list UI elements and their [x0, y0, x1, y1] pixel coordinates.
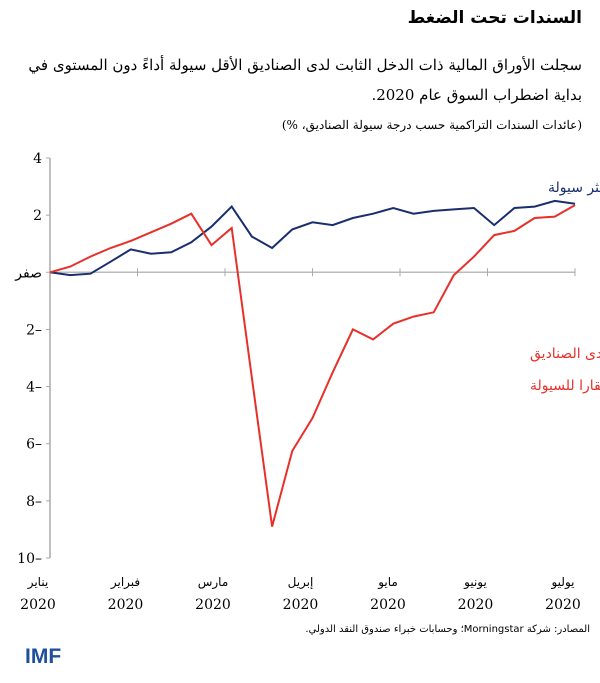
x-tick-year: 2020: [545, 597, 581, 613]
chart-subtitle: سجلت الأوراق المالية ذات الدخل الثابت لد…: [28, 56, 582, 104]
x-tick-year: 2020: [370, 597, 406, 613]
chart-title: السندات تحت الضغط: [407, 8, 582, 28]
series-label-least-liquid: الأكثر افتقارا للسيولة: [530, 376, 600, 394]
line-chart: 4 2 صفر 2– 4– 6– 8– 10– يناير 2020 فبراير 2020 مارس 2…: [14, 151, 600, 613]
series-line-least-liquid: [49, 204, 576, 527]
y-tick-label: 2–: [26, 322, 42, 338]
x-tick-year: 2020: [283, 597, 319, 613]
unit-label: (عائدات السندات التراكمية حسب درجة سيولة…: [281, 118, 582, 132]
y-tick-label: 2: [33, 208, 42, 224]
series-label-most-liquid: عائدات السندات لدى الصناديق الأكثر سيولة: [548, 178, 600, 196]
y-tick-label: 6–: [26, 437, 42, 453]
y-tick-label: 4: [33, 151, 42, 167]
x-tick-month: مايو: [377, 575, 398, 590]
x-tick-month: فبراير: [110, 575, 140, 590]
x-tick-month: يونيو: [463, 575, 487, 590]
x-tick-month: مارس: [198, 575, 229, 590]
x-tick-year: 2020: [458, 597, 494, 613]
y-tick-label: 4–: [26, 380, 42, 396]
x-tick-month: إبريل: [288, 575, 314, 590]
series-line-most-liquid: [49, 199, 576, 277]
imf-logo: IMF: [25, 645, 62, 668]
source-note: المصادر: شركة Morningstar؛ وحسابات خبراء…: [305, 624, 590, 635]
x-tick-year: 2020: [195, 597, 231, 613]
x-tick-year: 2020: [108, 597, 144, 613]
series-label-least-liquid: عائدات السندات لدى الصناديق: [530, 346, 600, 362]
x-tick-year: 2020: [20, 597, 56, 613]
x-tick-month: يوليو: [550, 575, 574, 590]
x-tick-month: يناير: [27, 575, 49, 590]
y-tick-label: 10–: [17, 551, 42, 567]
y-tick-label: صفر: [14, 265, 42, 281]
y-tick-label: 8–: [26, 494, 42, 510]
